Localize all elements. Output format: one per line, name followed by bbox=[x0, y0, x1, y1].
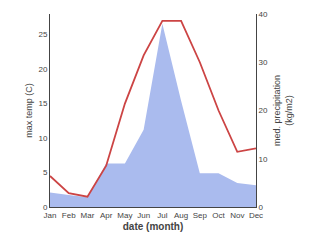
svg-text:Feb: Feb bbox=[62, 211, 76, 220]
svg-text:Sep: Sep bbox=[193, 211, 208, 220]
svg-text:Jan: Jan bbox=[44, 211, 57, 220]
svg-text:0: 0 bbox=[259, 203, 264, 212]
svg-text:0: 0 bbox=[43, 203, 48, 212]
svg-text:10: 10 bbox=[38, 134, 47, 143]
svg-text:Nov: Nov bbox=[230, 211, 244, 220]
svg-text:Jun: Jun bbox=[137, 211, 150, 220]
svg-text:Aug: Aug bbox=[174, 211, 188, 220]
svg-text:date (month): date (month) bbox=[123, 221, 184, 232]
svg-text:max temp (C): max temp (C) bbox=[24, 83, 34, 138]
svg-text:Mar: Mar bbox=[81, 211, 95, 220]
svg-text:5: 5 bbox=[43, 168, 48, 177]
svg-text:20: 20 bbox=[38, 65, 47, 74]
svg-text:May: May bbox=[117, 211, 132, 220]
svg-text:10: 10 bbox=[259, 155, 268, 164]
svg-text:Jul: Jul bbox=[157, 211, 167, 220]
svg-text:Dec: Dec bbox=[249, 211, 263, 220]
svg-text:20: 20 bbox=[259, 106, 268, 115]
svg-text:Apr: Apr bbox=[100, 211, 113, 220]
svg-text:40: 40 bbox=[259, 10, 268, 19]
svg-text:med. precipitation(kg/m2): med. precipitation(kg/m2) bbox=[272, 75, 294, 146]
svg-text:15: 15 bbox=[38, 99, 47, 108]
svg-text:25: 25 bbox=[38, 30, 47, 39]
svg-text:30: 30 bbox=[259, 58, 268, 67]
svg-text:Oct: Oct bbox=[212, 211, 225, 220]
